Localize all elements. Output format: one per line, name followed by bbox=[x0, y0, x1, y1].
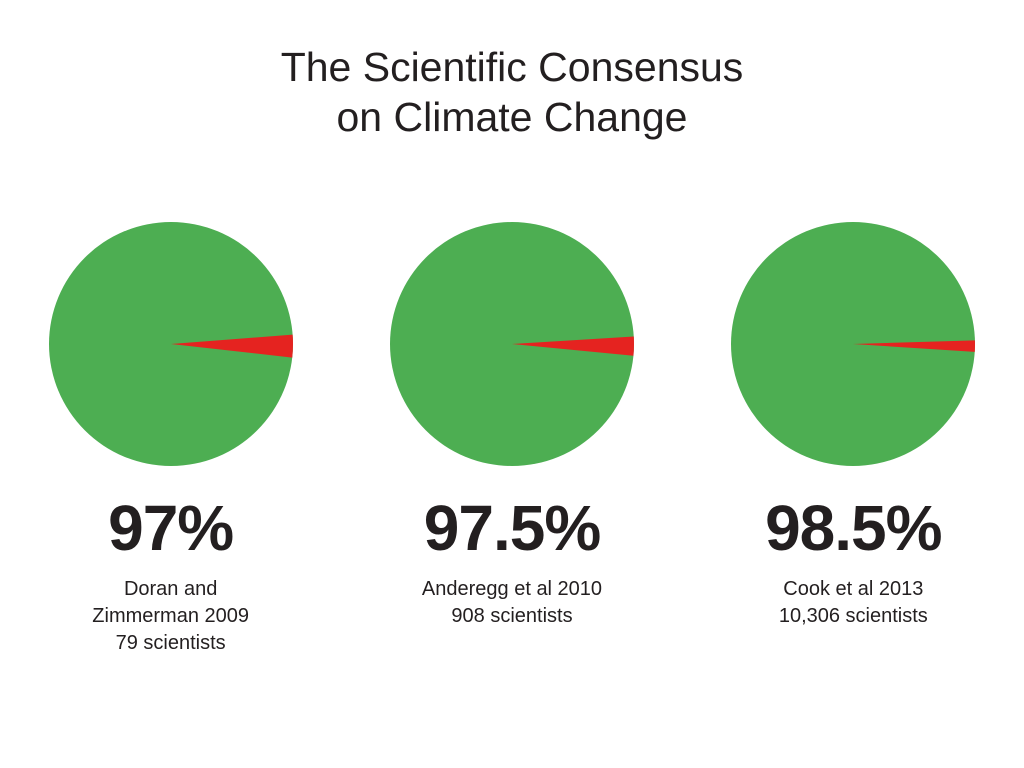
pie-caption-line: 908 scientists bbox=[451, 605, 573, 627]
pie-caption: Doran and Zimmerman 2009 79 scientists bbox=[92, 576, 249, 657]
pie-chart-anderegg bbox=[389, 222, 634, 466]
pie-caption-line: Doran and bbox=[123, 578, 218, 600]
chart-title-line1: The Scientific Consensus bbox=[280, 44, 744, 90]
pie-chart-doran bbox=[48, 222, 293, 466]
pies-row: 97% Doran and Zimmerman 2009 79 scientists… bbox=[0, 222, 1024, 657]
pie-caption: Cook et al 2013 10,306 scientists bbox=[779, 576, 928, 630]
pie-column-cook: 98.5% Cook et al 2013 10,306 scientists bbox=[683, 222, 1024, 657]
pie-caption: Anderegg et al 2010 908 scientists bbox=[422, 576, 602, 630]
pie-caption-line: Cook et al 2013 bbox=[783, 578, 924, 600]
pie-caption-line: Anderegg et al 2010 bbox=[421, 578, 603, 600]
pie-column-doran: 97% Doran and Zimmerman 2009 79 scientists bbox=[0, 222, 341, 657]
chart-title-line2: on Climate Change bbox=[336, 94, 688, 140]
dissent-slice bbox=[511, 336, 634, 356]
dissent-slice bbox=[853, 340, 976, 352]
dissent-slice bbox=[170, 334, 293, 358]
chart-title: The Scientific Consensus on Climate Chan… bbox=[0, 42, 1024, 142]
pie-caption-line: Zimmerman 2009 bbox=[92, 605, 250, 627]
pie-caption-line: 10,306 scientists bbox=[778, 605, 928, 627]
pie-chart-cook bbox=[731, 222, 976, 466]
percent-label: 98.5% bbox=[765, 492, 942, 564]
percent-label: 97% bbox=[108, 492, 234, 564]
pie-caption-line: 79 scientists bbox=[115, 632, 226, 654]
percent-label: 97.5% bbox=[423, 492, 601, 564]
pie-column-anderegg: 97.5% Anderegg et al 2010 908 scientists bbox=[341, 222, 682, 657]
